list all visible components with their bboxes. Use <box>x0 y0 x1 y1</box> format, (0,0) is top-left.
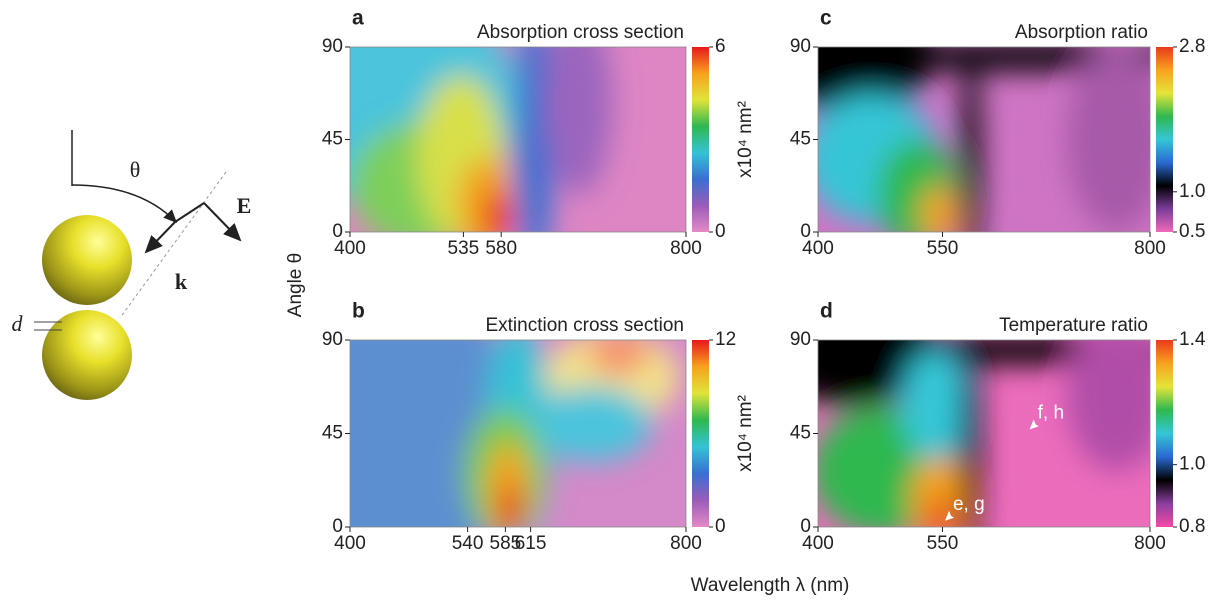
field-blob <box>514 47 555 232</box>
field-blob <box>857 47 1150 72</box>
y-tick-label: 90 <box>790 36 811 57</box>
x-tick-label: 535 <box>448 238 480 259</box>
colorbar-tick-label: 0 <box>715 516 726 537</box>
field-blob <box>924 498 951 527</box>
heatmap-field <box>350 47 686 232</box>
colorbar <box>1156 340 1173 527</box>
field-blobs <box>818 340 1150 527</box>
y-tick-label: 0 <box>800 221 811 242</box>
y-tick-label: 45 <box>790 423 811 444</box>
colorbar-tick-label: 6 <box>715 36 726 57</box>
colorbar-tick-label: 1.0 <box>1179 454 1205 475</box>
y-axis-label: Angle θ <box>285 253 306 317</box>
x-tick-label: 400 <box>334 533 366 554</box>
x-tick-label: 400 <box>334 238 366 259</box>
panel-title: Absorption ratio <box>1015 22 1148 43</box>
colorbar <box>692 47 709 232</box>
field-blob <box>1067 47 1150 232</box>
field-blob <box>531 386 653 462</box>
heatmap-field <box>818 340 1150 527</box>
x-tick-label: 550 <box>927 238 959 259</box>
y-tick-label: 0 <box>800 516 811 537</box>
y-tick-label: 45 <box>322 423 343 444</box>
field-blobs <box>350 47 613 232</box>
panel-letter: a <box>352 7 364 30</box>
x-axis-label: Wavelength λ (nm) <box>691 575 850 596</box>
field-blob <box>1067 340 1150 471</box>
annotation: f, h <box>1038 402 1064 423</box>
colorbar-tick-label: 12 <box>715 329 736 350</box>
theta-label: θ <box>130 157 141 182</box>
field-blob <box>920 185 955 232</box>
field-blob <box>499 483 524 527</box>
y-tick-label: 90 <box>322 329 343 350</box>
y-tick-label: 45 <box>322 129 343 150</box>
e-label: E <box>237 193 252 218</box>
annotation-arrow <box>1029 419 1039 430</box>
field-blobs <box>818 47 1150 232</box>
colorbar <box>692 340 709 527</box>
x-tick-label: 585 <box>490 533 522 554</box>
field-blob <box>960 340 981 527</box>
colorbar <box>1156 47 1173 232</box>
panel-letter: d <box>820 300 833 323</box>
field-blob <box>484 191 512 232</box>
x-tick-label: 400 <box>802 238 834 259</box>
field-blob <box>588 340 650 374</box>
annotation: e, g <box>953 494 985 515</box>
heatmap-field <box>818 47 1150 232</box>
panel-letter: c <box>820 7 832 30</box>
colorbar-tick-label: 1.0 <box>1179 181 1205 202</box>
k-label: k <box>175 269 188 294</box>
y-tick-label: 0 <box>332 221 343 242</box>
dimer-diagram: θ E k d <box>12 130 252 400</box>
d-label: d <box>12 311 24 336</box>
field-blob <box>901 349 968 462</box>
x-tick-label: 800 <box>1134 533 1166 554</box>
field-blob <box>544 47 613 195</box>
y-tick-label: 0 <box>332 516 343 537</box>
field-blob <box>910 457 965 527</box>
colorbar-label: x10⁴ nm² <box>735 395 756 472</box>
x-tick-label: 800 <box>1134 238 1166 259</box>
y-tick-label: 45 <box>790 129 811 150</box>
colorbar-tick-label: 2.8 <box>1179 36 1205 57</box>
panel-letter: b <box>352 300 365 323</box>
x-tick-label: 800 <box>670 238 702 259</box>
colorbar-label: x10⁴ nm² <box>735 101 756 178</box>
x-tick-label: 580 <box>485 238 517 259</box>
colorbar-tick-label: 1.4 <box>1179 329 1206 350</box>
colorbar-tick-label: 0.5 <box>1179 221 1205 242</box>
field-blob <box>960 47 981 232</box>
annotation-arrow <box>944 510 954 521</box>
x-tick-label: 615 <box>515 533 547 554</box>
heatmap-field <box>350 340 686 527</box>
colorbar-tick-label: 0 <box>715 221 726 242</box>
x-tick-label: 400 <box>802 533 834 554</box>
panel-title: Absorption cross section <box>477 22 684 43</box>
x-tick-label: 800 <box>670 533 702 554</box>
y-tick-label: 90 <box>322 36 343 57</box>
x-tick-label: 540 <box>452 533 484 554</box>
panel-title: Extinction cross section <box>485 315 684 336</box>
y-tick-label: 90 <box>790 329 811 350</box>
field-blobs <box>350 340 680 527</box>
panel-title: Temperature ratio <box>999 315 1148 336</box>
x-tick-label: 550 <box>927 533 959 554</box>
colorbar-tick-label: 0.8 <box>1179 516 1205 537</box>
